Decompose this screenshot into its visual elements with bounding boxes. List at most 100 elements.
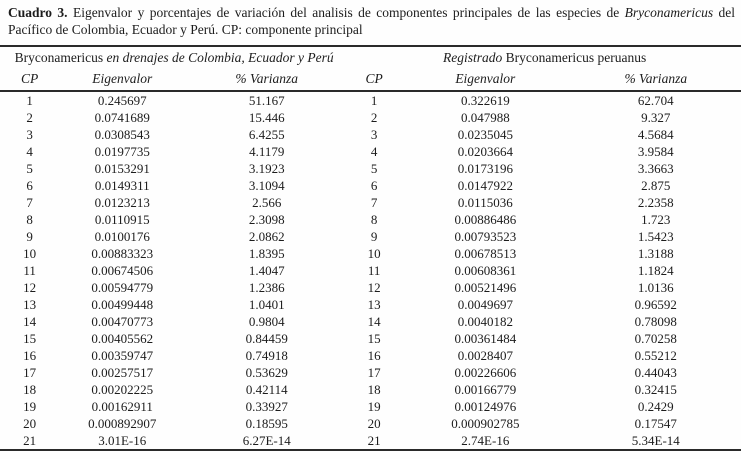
varianza-right-cell: 0.32415	[634, 382, 677, 397]
varianza-left-cell: 1.8395	[248, 246, 285, 261]
cp-right-cell: 13	[367, 297, 381, 312]
eigenvalor-right-cell: 0.0049697	[457, 297, 513, 312]
varianza-left-cell: 0.84459	[245, 331, 288, 346]
cp-left-cell: 1	[26, 93, 33, 108]
eigenvalor-right-cell: 0.00124976	[454, 399, 517, 414]
column-header-eigenvalor-left: Eigenvalor	[59, 68, 186, 92]
eigenvalor-left-cell: 0.0197735	[94, 144, 150, 159]
eigenvalor-left-cell: 0.0153291	[94, 161, 150, 176]
varianza-left-cell: 51.167	[248, 93, 285, 108]
varianza-right-cell: 0.96592	[634, 297, 677, 312]
cp-left-cell: 6	[26, 178, 33, 193]
varianza-left-cell: 6.27E-14	[242, 433, 291, 448]
eigenvalor-right-cell: 0.322619	[460, 93, 510, 108]
eigenvalor-right-cell: 0.00608361	[454, 263, 517, 278]
varianza-right-cell: 1.0136	[637, 280, 674, 295]
group-right-italic: Registrado	[443, 49, 503, 65]
varianza-left-cell: 0.42114	[245, 382, 288, 397]
cp-left-cell: 9	[26, 229, 33, 244]
varianza-left-cell: 0.53629	[245, 365, 288, 380]
eigenvalor-right-cell: 0.00166779	[454, 382, 517, 397]
table-row: 2 0.0741689 15.446 2 0.047988 9.327	[0, 109, 741, 126]
cp-right-cell: 21	[367, 433, 381, 448]
varianza-right-cell: 1.723	[641, 212, 671, 227]
cp-right-cell: 1	[370, 93, 378, 108]
varianza-left-cell: 2.3098	[248, 212, 285, 227]
table-row: 6 0.0149311 3.1094 6 0.0147922 2.875	[0, 177, 741, 194]
eigenvalor-left-cell: 0.0149311	[94, 178, 150, 193]
varianza-right-cell: 4.5684	[637, 127, 674, 142]
cp-right-cell: 7	[370, 195, 378, 210]
caption-text: Eigenvalor y porcentajes de variación de…	[67, 5, 625, 20]
varianza-right-cell: 1.1824	[637, 263, 674, 278]
table-row: 14 0.00470773 0.9804 14 0.0040182 0.78098	[0, 313, 741, 330]
table-body: 1 0.245697 51.167 1 0.322619 62.704 2 0.0741689…	[0, 91, 741, 450]
varianza-left-cell: 2.0862	[248, 229, 285, 244]
column-header-varianza-left: % Varianza	[185, 68, 349, 92]
varianza-right-cell: 0.70258	[634, 331, 677, 346]
table-caption: Cuadro 3. Eigenvalor y porcentajes de va…	[0, 0, 741, 38]
eigenvalor-left-cell: 0.00202225	[91, 382, 154, 397]
cp-left-cell: 17	[23, 365, 37, 380]
eigenvalor-right-cell: 0.00886486	[454, 212, 517, 227]
group-header-right: Registrado Bryconamericus peruanus	[348, 46, 741, 68]
cp-right-cell: 10	[367, 246, 381, 261]
cp-left-cell: 10	[23, 246, 37, 261]
varianza-right-cell: 2.875	[641, 178, 671, 193]
eigenvalor-right-cell: 0.0040182	[457, 314, 513, 329]
eigenvalor-left-cell: 0.00499448	[91, 297, 154, 312]
varianza-left-cell: 15.446	[248, 110, 285, 125]
eigenvalor-right-cell: 0.0203664	[457, 144, 513, 159]
cp-right-cell: 6	[370, 178, 378, 193]
column-header-cp-left: CP	[0, 68, 60, 92]
eigenvalor-right-cell: 0.00793523	[454, 229, 517, 244]
eigenvalor-right-cell: 0.00361484	[454, 331, 517, 346]
table-row: 18 0.00202225 0.42114 18 0.00166779 0.32415	[0, 381, 741, 398]
cp-left-cell: 11	[23, 263, 36, 278]
table-row: 12 0.00594779 1.2386 12 0.00521496 1.0136	[0, 279, 741, 296]
column-header-cp-right: CP	[348, 68, 401, 92]
cp-left-cell: 12	[23, 280, 37, 295]
eigenvalor-right-cell: 0.047988	[460, 110, 510, 125]
cp-right-cell: 19	[367, 399, 381, 414]
table-row: 7 0.0123213 2.566 7 0.0115036 2.2358	[0, 194, 741, 211]
table-row: 4 0.0197735 4.1179 4 0.0203664 3.9584	[0, 143, 741, 160]
cp-right-cell: 15	[367, 331, 381, 346]
table-row: 17 0.00257517 0.53629 17 0.00226606 0.44043	[0, 364, 741, 381]
eigenvalor-right-cell: 0.000902785	[451, 416, 520, 431]
cp-right-cell: 20	[367, 416, 381, 431]
column-header-varianza-right: % Varianza	[570, 68, 741, 92]
varianza-right-cell: 5.34E-14	[631, 433, 680, 448]
table-row: 1 0.245697 51.167 1 0.322619 62.704	[0, 91, 741, 109]
eigenvalor-left-cell: 0.00257517	[91, 365, 154, 380]
cp-left-cell: 16	[23, 348, 37, 363]
eigenvalor-right-cell: 0.0028407	[457, 348, 513, 363]
eigenvalor-left-cell: 0.0100176	[94, 229, 150, 244]
cp-left-cell: 18	[23, 382, 37, 397]
eigenvalor-right-cell: 0.00226606	[454, 365, 517, 380]
group-left-italic: en drenajes de Colombia, Ecuador y Perú	[103, 49, 334, 65]
varianza-right-cell: 3.9584	[637, 144, 674, 159]
eigenvalor-left-cell: 0.245697	[97, 93, 147, 108]
eigenvalor-right-cell: 2.74E-16	[461, 433, 510, 448]
cp-left-cell: 20	[23, 416, 37, 431]
varianza-left-cell: 0.9804	[248, 314, 285, 329]
cp-left-cell: 2	[26, 110, 33, 125]
varianza-right-cell: 62.704	[637, 93, 674, 108]
varianza-left-cell: 0.33927	[245, 399, 288, 414]
cp-right-cell: 18	[367, 382, 381, 397]
cp-left-cell: 8	[26, 212, 33, 227]
eigenvalor-left-cell: 0.00405562	[91, 331, 154, 346]
table-row: 20 0.000892907 0.18595 20 0.000902785 0.17547	[0, 415, 741, 432]
table-row: 19 0.00162911 0.33927 19 0.00124976 0.2429	[0, 398, 741, 415]
cp-right-cell: 17	[367, 365, 381, 380]
varianza-left-cell: 4.1179	[249, 144, 285, 159]
varianza-right-cell: 0.78098	[634, 314, 677, 329]
table-row: 10 0.00883323 1.8395 10 0.00678513 1.3188	[0, 245, 741, 262]
varianza-left-cell: 0.18595	[245, 416, 288, 431]
table-row: 5 0.0153291 3.1923 5 0.0173196 3.3663	[0, 160, 741, 177]
cp-right-cell: 4	[370, 144, 378, 159]
cp-right-cell: 12	[367, 280, 381, 295]
table-row: 15 0.00405562 0.84459 15 0.00361484 0.70258	[0, 330, 741, 347]
